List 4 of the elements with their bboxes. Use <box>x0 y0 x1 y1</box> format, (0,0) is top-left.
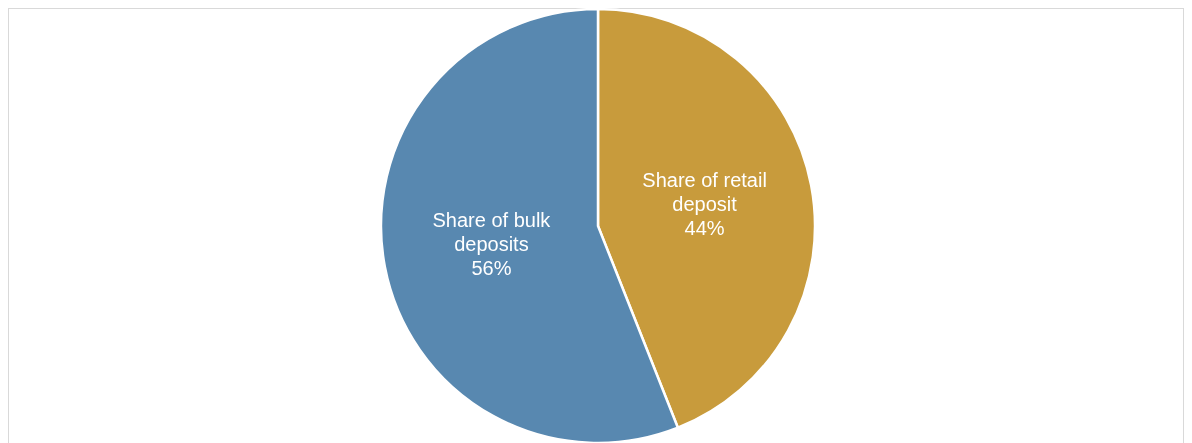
data-label: 44% <box>684 216 725 239</box>
data-label: 56% <box>471 257 512 280</box>
slice-label: Share of bulk deposits <box>432 209 552 256</box>
slice-label: Share of retail deposit <box>642 168 767 215</box>
